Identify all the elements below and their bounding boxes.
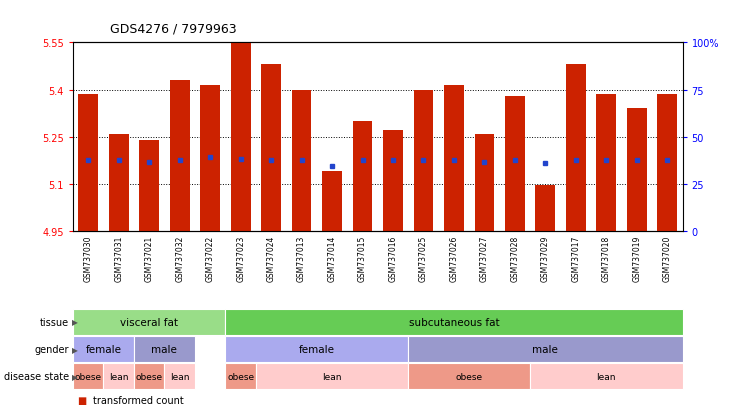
Text: disease state: disease state [4,371,69,382]
Text: gender: gender [35,344,69,354]
Text: GSM737027: GSM737027 [480,235,489,281]
Text: lean: lean [170,372,189,381]
Text: GSM737018: GSM737018 [602,235,611,281]
Bar [658,95,677,231]
Text: GSM737023: GSM737023 [236,235,245,281]
Text: transformed count: transformed count [93,395,183,405]
Bar [200,85,220,231]
Text: GSM737024: GSM737024 [266,235,276,281]
Text: GSM737019: GSM737019 [632,235,642,281]
Text: lean: lean [596,372,616,381]
Text: GSM737029: GSM737029 [541,235,550,281]
Bar [627,109,647,231]
Text: GSM737026: GSM737026 [450,235,458,281]
Bar [536,186,556,231]
Bar [383,131,403,231]
Bar [414,90,434,231]
Text: GSM737017: GSM737017 [572,235,580,281]
Text: GSM737028: GSM737028 [510,235,520,281]
Bar [292,90,312,231]
Bar [170,81,190,231]
Text: ▶: ▶ [72,345,77,354]
Bar [139,140,159,231]
Bar [353,122,372,231]
Text: male: male [532,344,558,354]
Text: ▶: ▶ [72,318,77,326]
Bar [78,95,98,231]
Text: ▶: ▶ [72,372,77,381]
Text: female: female [299,344,335,354]
Text: lean: lean [109,372,128,381]
Text: ■: ■ [77,395,86,405]
Text: subcutaneous fat: subcutaneous fat [409,317,499,327]
Text: visceral fat: visceral fat [120,317,178,327]
Text: GSM737031: GSM737031 [114,235,123,281]
Text: male: male [152,344,177,354]
Text: obese: obese [227,372,254,381]
Bar [444,85,464,231]
Text: GSM737015: GSM737015 [358,235,367,281]
Bar [261,65,281,231]
Text: GSM737030: GSM737030 [84,235,93,282]
Text: tissue: tissue [40,317,69,327]
Bar [505,97,525,231]
Text: lean: lean [323,372,342,381]
Text: GSM737020: GSM737020 [663,235,672,281]
Text: GSM737021: GSM737021 [145,235,154,281]
Text: GDS4276 / 7979963: GDS4276 / 7979963 [110,22,236,35]
Bar [231,43,250,231]
Bar [596,95,616,231]
Text: obese: obese [136,372,163,381]
Text: GSM737025: GSM737025 [419,235,428,281]
Text: GSM737032: GSM737032 [175,235,184,281]
Text: GSM737013: GSM737013 [297,235,306,281]
Bar [109,134,128,231]
Text: obese: obese [456,372,483,381]
Text: obese: obese [74,372,101,381]
Text: GSM737016: GSM737016 [388,235,398,281]
Text: GSM737022: GSM737022 [206,235,215,281]
Bar [322,172,342,231]
Bar [566,65,585,231]
Text: GSM737014: GSM737014 [328,235,337,281]
Text: female: female [85,344,121,354]
Bar [474,134,494,231]
